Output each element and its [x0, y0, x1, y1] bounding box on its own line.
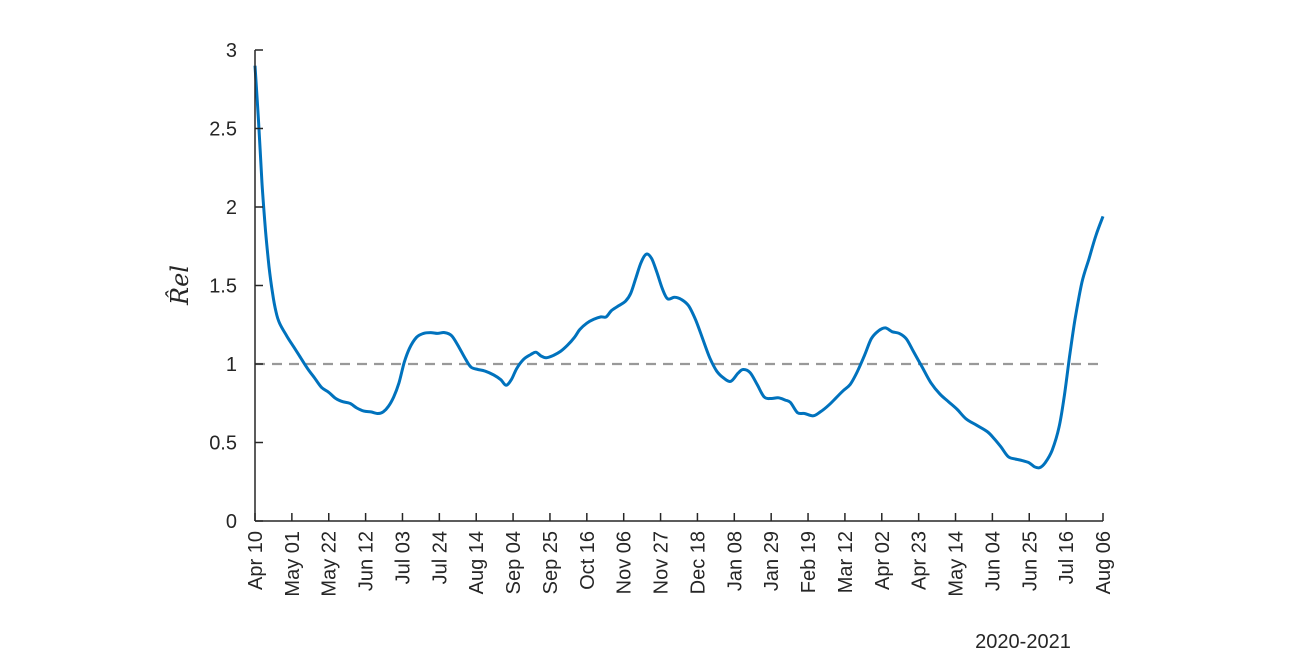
x-tick-label: Jun 25 [1019, 531, 1041, 591]
x-tick-label: Nov 06 [614, 531, 636, 594]
x-tick-label: Apr 23 [909, 531, 931, 590]
axes [254, 50, 1103, 522]
x-tick-label: Sep 25 [540, 531, 562, 594]
x-tick-label: May 01 [282, 531, 304, 597]
y-tick-label: 2.5 [209, 119, 237, 141]
x-tick-label: Jul 24 [429, 531, 451, 584]
y-tick-label: 1.5 [209, 276, 237, 298]
y-ticks: 0 0.5 1 1.5 2 2.5 3 [209, 40, 263, 533]
x-tick-label: Nov 27 [651, 531, 673, 594]
series-layer [253, 65, 1105, 470]
x-tick-label: May 14 [946, 531, 968, 597]
x-tick-label: Aug 06 [1093, 531, 1115, 594]
series-line-0 [253, 65, 1105, 470]
x-tick-label: Apr 02 [872, 531, 894, 590]
x-tick-label: Mar 12 [835, 531, 857, 593]
x-tick-label: Jul 03 [392, 531, 414, 584]
y-tick-label: 3 [226, 40, 237, 62]
x-ticks: Apr 10 May 01 May 22 Jun 12 Jul 03 Jul 24 Aug … [245, 513, 1115, 597]
x-tick-label: Dec 18 [687, 531, 709, 594]
x-tick-label: Jan 29 [761, 531, 783, 591]
x-tick-label: Sep 04 [503, 531, 525, 594]
x-tick-label: Feb 19 [798, 531, 820, 593]
x-tick-label: Oct 16 [577, 531, 599, 590]
x-tick-label: Jun 12 [356, 531, 378, 591]
x-tick-label: Aug 14 [466, 531, 488, 594]
x-tick-label: Jan 08 [724, 531, 746, 591]
x-tick-label: May 22 [319, 531, 341, 597]
x-tick-label: Apr 10 [245, 531, 267, 590]
y-axis-label: R̂el [166, 265, 194, 306]
year-label: 2020-2021 [975, 631, 1071, 653]
y-tick-label: 2 [226, 197, 237, 219]
y-tick-label: 1 [226, 354, 237, 376]
x-tick-label: Jul 16 [1056, 531, 1078, 584]
x-tick-label: Jun 04 [982, 531, 1004, 591]
y-tick-label: 0 [226, 511, 237, 533]
y-tick-label: 0.5 [209, 433, 237, 455]
